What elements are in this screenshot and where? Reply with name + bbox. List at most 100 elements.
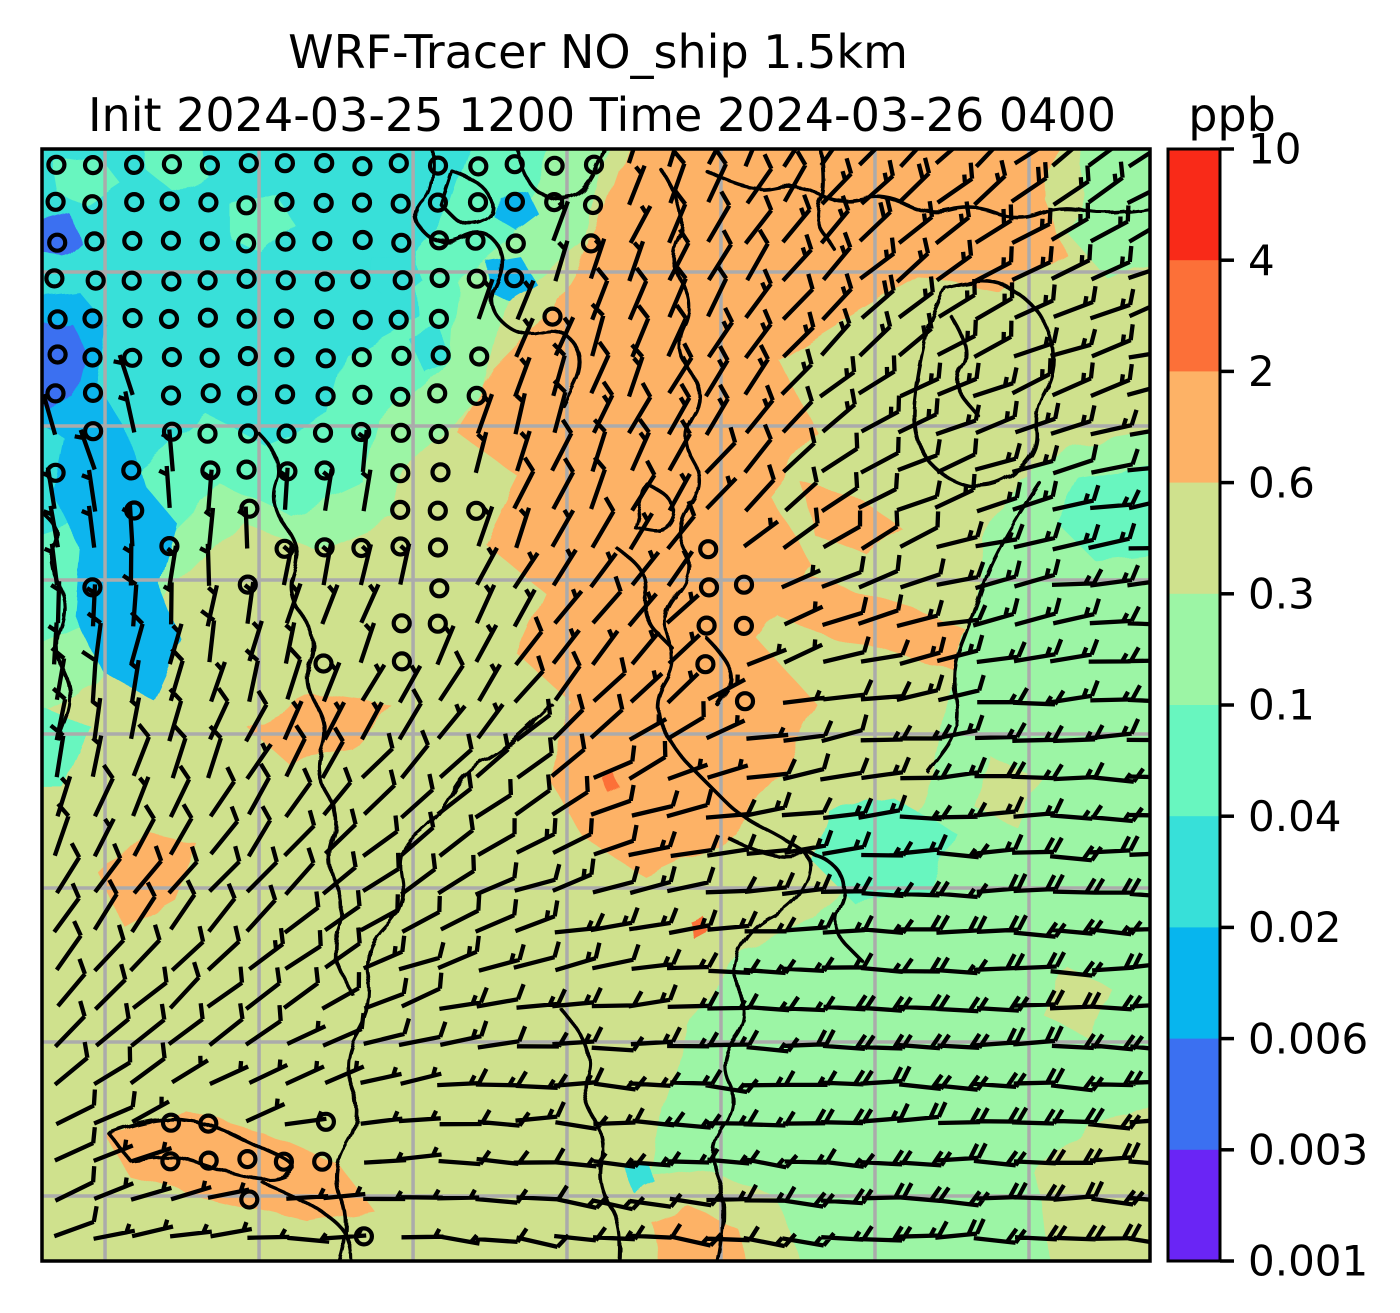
field-region [42,293,181,700]
colorbar-tick-label: 0.04 [1248,792,1342,841]
calm-wind-circle [85,270,106,291]
calm-wind-circle [392,270,413,291]
calm-wind-circle [430,462,451,483]
field-region [1044,966,1112,1039]
calm-wind-circle [47,232,68,253]
calm-wind-circle [237,574,258,595]
figure-title: WRF-Tracer NO_ship 1.5km [288,25,908,79]
calm-wind-circle [46,154,67,175]
colorbar-segment [1168,149,1220,261]
colorbar-tick-label: 4 [1248,236,1275,285]
calm-wind-circle [198,1113,219,1134]
calm-wind-circle [315,386,336,407]
colorbar-segment [1168,371,1220,484]
calm-wind-circle [160,385,182,406]
field-region [623,1160,657,1195]
calm-wind-circle [122,347,143,368]
calm-wind-circle [427,383,448,404]
calm-wind-circle [239,498,260,519]
field-region [247,693,391,761]
calm-wind-circle [391,613,412,634]
calm-wind-circle [428,308,449,329]
colorbar-segment [1168,1038,1220,1151]
calm-wind-circle [390,193,411,214]
calm-wind-circle [698,539,719,560]
calm-wind-circle [44,268,65,289]
calm-wind-circle [160,1112,182,1133]
calm-wind-circle [45,191,66,212]
coastline [815,149,836,251]
calm-wind-circle [275,384,296,405]
calm-wind-circle [274,191,295,213]
calm-wind-circle [314,271,335,292]
calm-wind-circle [312,231,333,252]
field-region [972,755,1040,828]
map-clip-group [42,149,1150,1261]
calm-wind-circle [427,537,449,558]
calm-wind-circle [236,195,257,216]
calm-wind-circle [200,383,221,404]
field-region [1055,464,1150,561]
coastline [655,169,813,1261]
calm-wind-circle [161,271,182,292]
coastline [414,149,582,407]
colorbar-tick-label: 10 [1248,125,1301,174]
colorbar-tick-label: 0.02 [1248,903,1342,952]
calm-wind-circle [734,691,756,712]
coastline [439,169,494,225]
calm-wind-circle [82,347,103,368]
colorbar-segment [1168,482,1220,595]
calm-wind-circle [351,421,372,443]
calm-wind-circle [197,307,218,328]
field-region [1039,1109,1150,1261]
coastline [616,547,676,652]
calm-wind-circle [544,155,565,176]
calm-wind-circle [504,154,525,175]
calm-wind-circle [390,422,411,443]
calm-wind-circle [390,386,411,407]
calm-wind-circle [388,309,409,330]
coastline [261,1181,354,1261]
field-region [53,154,120,205]
calm-wind-circle [466,268,487,289]
calm-wind-circle [733,615,755,637]
calm-wind-circle [390,463,411,484]
calm-wind-circle [429,230,450,251]
calm-wind-circle [47,309,68,330]
field-region [485,254,536,300]
colorbar-tick-label: 0.1 [1248,681,1315,730]
calm-wind-circle [430,345,451,366]
calm-wind-circle [161,154,182,175]
calm-wind-circle [465,230,486,251]
calm-wind-circle [696,615,717,636]
calm-wind-circle [352,309,373,331]
colorbar-units-label: ppb [1188,88,1276,142]
wind-barbs [42,149,1150,1249]
colorbar-tick-label: 0.6 [1248,458,1315,507]
colorbar-tick-label: 0.006 [1248,1014,1368,1063]
colorbar-segment [1168,705,1220,817]
calm-wind-circle [352,156,373,177]
field-region [102,832,198,928]
calm-wind-circle [199,347,220,368]
colorbar: 10 4 2 0.6 0.3 0.1 0.04 0.02 0.006 0.003 0.001 [1166,125,1368,1286]
coastline [633,480,677,533]
calm-wind-circle [582,194,604,216]
field-region [407,326,452,372]
field-region [812,799,957,906]
colorbar-segment [1168,260,1220,372]
calm-wind-circle [388,153,409,174]
calm-wind-circle [695,654,716,675]
calm-wind-circle [312,1151,333,1172]
calm-wind-circle [733,574,755,595]
calm-wind-circle [82,308,103,329]
calm-wind-circle [351,192,373,213]
calm-wind-circle [350,269,371,290]
calm-wind-circle [429,578,450,599]
calm-wind-circle [198,192,219,213]
calm-wind-circle [84,231,105,252]
calm-wind-circle [236,233,257,254]
calm-wind-circle [542,306,563,327]
calm-wind-circle [238,153,259,174]
